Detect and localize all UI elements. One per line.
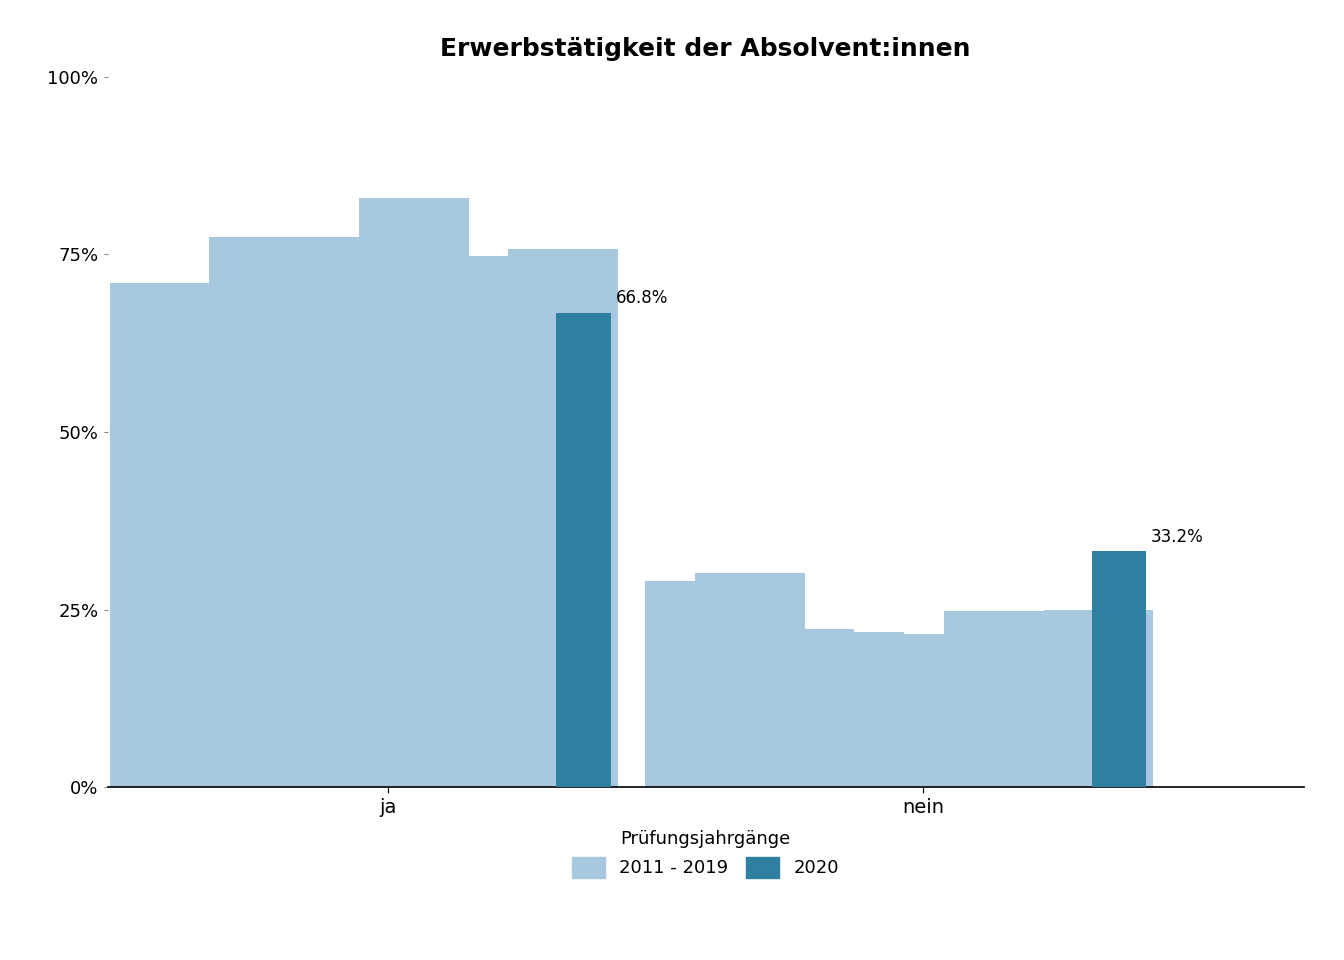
Bar [695,573,805,787]
Bar [645,581,755,787]
Bar [894,656,1004,787]
Bar [508,249,618,787]
Bar [556,313,612,787]
Legend: 2011 - 2019, 2020: 2011 - 2019, 2020 [573,829,839,877]
Bar [259,236,368,787]
Bar [359,198,469,787]
Text: 33.2%: 33.2% [1150,528,1204,545]
Bar [995,611,1103,787]
Bar [1091,551,1146,787]
Bar [1044,610,1153,787]
Bar [943,611,1054,787]
Bar [160,296,269,787]
Bar [110,283,219,787]
Bar [745,630,855,787]
Text: 66.8%: 66.8% [616,289,668,307]
Bar [210,236,319,787]
Bar [309,248,419,787]
Bar [794,633,905,787]
Bar [409,255,519,787]
Title: Erwerbstätigkeit der Absolvent:innen: Erwerbstätigkeit der Absolvent:innen [441,37,970,61]
Bar [458,255,569,787]
Bar [844,635,954,787]
